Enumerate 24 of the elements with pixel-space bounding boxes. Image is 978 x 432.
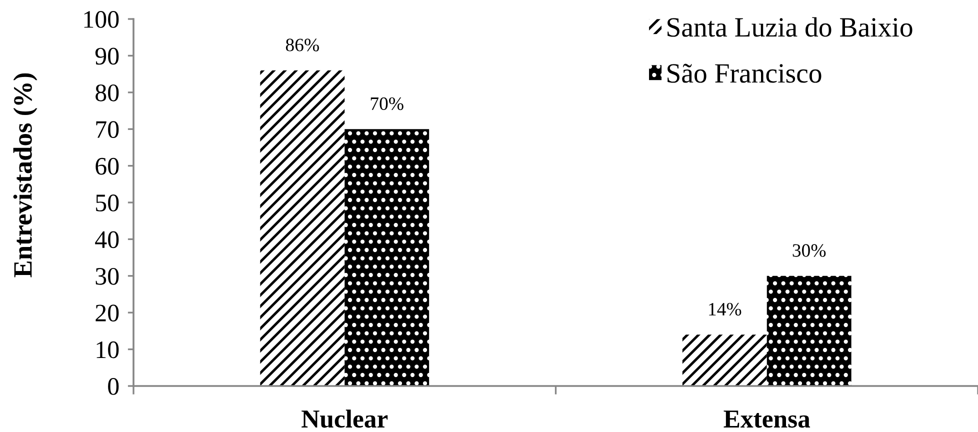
y-tick-label: 30 [96, 268, 119, 285]
y-tick-label: 10 [96, 341, 119, 358]
bar [344, 129, 430, 386]
y-tick-label: 40 [95, 231, 119, 248]
bar [260, 70, 345, 386]
y-tick-label: 20 [96, 304, 119, 322]
y-tick-label: 90 [95, 48, 119, 65]
y-tick-label: 70 [96, 121, 119, 138]
bar [766, 276, 852, 386]
y-tick-label: 50 [96, 194, 119, 212]
data-label: 14% [709, 302, 742, 316]
y-axis-title: Entrevistados (%) [13, 73, 38, 278]
y-tick-label: 80 [96, 84, 119, 102]
x-tick-label: Nuclear [302, 410, 388, 428]
legend-label: Santa Luzia do Baixio [668, 17, 912, 37]
y-tick-label: 60 [96, 158, 119, 175]
data-label: 30% [792, 244, 826, 257]
y-tick-label: 100 [84, 11, 119, 28]
legend-label: São Francisco [668, 64, 822, 83]
data-label: 70% [370, 97, 404, 110]
y-tick-label: 0 [108, 378, 119, 395]
data-label: 86% [286, 38, 319, 52]
bar [682, 334, 767, 386]
x-tick-label: Extensa [724, 410, 810, 428]
